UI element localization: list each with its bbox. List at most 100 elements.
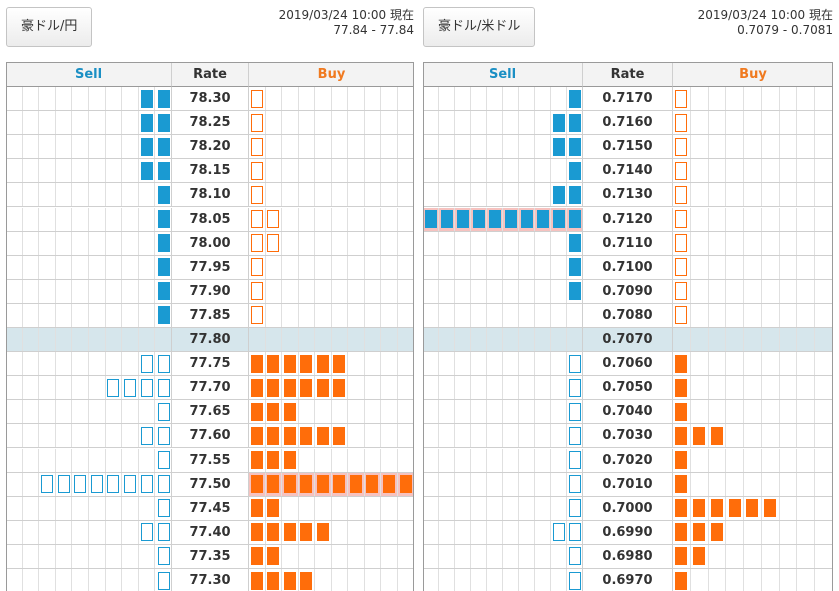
sell-grid-slot [72, 424, 89, 448]
buy-order-block [283, 475, 296, 494]
rate-value: 0.7100 [583, 255, 673, 280]
rate-value: 0.7170 [583, 87, 673, 112]
buy-orders-cell [673, 303, 833, 328]
sell-grid-slot [503, 424, 519, 448]
currency-pair-selector[interactable]: 豪ドル/円 [6, 7, 93, 47]
currency-pair-selector[interactable]: 豪ドル/米ドル [423, 7, 536, 47]
sell-grid-slot [423, 400, 439, 424]
sell-orders-cell [423, 183, 583, 208]
buy-order-block [710, 499, 723, 518]
buy-grid-slot [348, 183, 365, 207]
buy-orders-cell [249, 544, 414, 569]
rate-value: 77.75 [172, 352, 249, 377]
sell-grid-slot [89, 520, 106, 544]
buy-grid-slot [299, 472, 315, 496]
sell-grid-slot [551, 496, 567, 520]
buy-grid-slot [691, 183, 709, 207]
buy-grid-slot [691, 520, 709, 544]
sell-grid-slot [89, 183, 106, 207]
sell-grid-slot [487, 400, 503, 424]
sell-order-block [569, 499, 581, 518]
buy-orders-cell [673, 400, 833, 425]
sell-grid-slot [106, 87, 123, 111]
sell-grid-slot [471, 448, 487, 472]
buy-grid-slot [709, 376, 727, 400]
sell-grid-slot [519, 111, 535, 135]
sell-grid-slot [6, 255, 23, 279]
sell-order-block [157, 113, 170, 132]
buy-grid-slot [815, 328, 833, 351]
price-level-row: 78.00 [6, 231, 414, 256]
buy-grid-slot [673, 520, 691, 544]
sell-order-block [472, 210, 485, 229]
sell-order-block [140, 475, 153, 494]
sell-grid-slot [139, 400, 156, 424]
buy-grid-slot [762, 328, 780, 352]
sell-grid-slot [6, 207, 23, 231]
buy-order-block [283, 402, 296, 421]
buy-grid-slot [673, 448, 691, 472]
buy-column-header: Buy [673, 62, 833, 87]
sell-grid-slot [567, 497, 583, 520]
sell-grid-slot [519, 159, 535, 183]
sell-grid-slot [89, 87, 106, 111]
buy-grid-slot [365, 207, 381, 231]
sell-grid-slot [551, 400, 567, 424]
sell-grid-slot [72, 303, 89, 327]
buy-order-block [250, 137, 263, 156]
sell-grid-slot [106, 183, 123, 207]
sell-grid-slot [455, 231, 471, 255]
buy-grid-slot [673, 111, 691, 135]
sell-grid-slot [122, 376, 139, 400]
sell-grid-slot [23, 87, 40, 111]
sell-grid-slot [39, 135, 56, 159]
buy-grid-slot [365, 231, 381, 255]
buy-orders-cell [249, 352, 414, 377]
rate-value: 0.7030 [583, 424, 673, 449]
buy-orders-cell [673, 231, 833, 256]
sell-grid-slot [487, 111, 503, 135]
buy-grid-slot [726, 520, 745, 544]
buy-grid-slot [673, 183, 691, 207]
buy-grid-slot [780, 207, 798, 231]
buy-orders-cell [673, 496, 833, 521]
sell-order-block [569, 161, 581, 180]
sell-grid-slot [455, 544, 471, 568]
buy-grid-slot [726, 207, 745, 231]
buy-grid-slot [381, 328, 398, 352]
sell-grid-slot [106, 472, 123, 496]
price-level-row: 0.7090 [423, 279, 833, 304]
buy-grid-slot [332, 111, 348, 135]
sell-grid-slot [139, 255, 156, 279]
sell-grid-slot [122, 520, 139, 544]
sell-grid-slot [423, 448, 439, 472]
buy-grid-slot [282, 472, 299, 496]
sell-grid-slot [535, 472, 551, 496]
sell-grid-slot [39, 376, 56, 400]
buy-grid-slot [365, 472, 381, 496]
buy-grid-slot [266, 520, 282, 544]
sell-grid-slot [56, 520, 73, 544]
buy-grid-slot [282, 328, 299, 352]
buy-grid-slot [673, 472, 691, 496]
buy-grid-slot [780, 183, 798, 207]
sell-orders-cell [6, 231, 172, 256]
buy-grid-slot [762, 400, 780, 424]
price-level-row: 0.7030 [423, 424, 833, 449]
sell-grid-slot [535, 231, 551, 255]
buy-grid-slot [762, 448, 780, 472]
price-level-row: 0.7060 [423, 352, 833, 377]
buy-grid-slot [282, 87, 299, 111]
rate-value: 0.7150 [583, 135, 673, 160]
sell-grid-slot [503, 400, 519, 424]
sell-orders-cell [423, 496, 583, 521]
buy-grid-slot [762, 279, 780, 303]
buy-grid-slot [797, 231, 816, 255]
buy-grid-slot [815, 569, 833, 591]
sell-grid-slot [23, 303, 40, 327]
buy-order-block [693, 547, 706, 566]
sell-grid-slot [551, 183, 567, 207]
buy-grid-slot [673, 496, 691, 520]
sell-grid-slot [551, 544, 567, 568]
sell-grid-slot [106, 135, 123, 159]
